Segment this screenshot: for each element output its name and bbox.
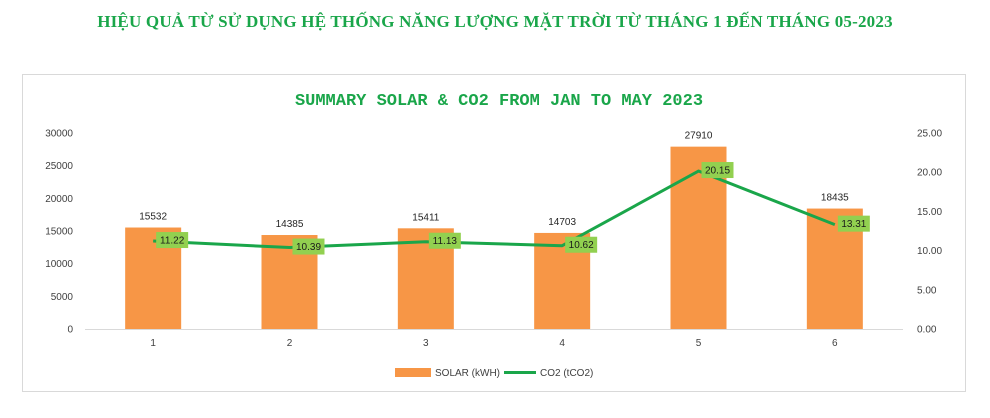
x-tick-label: 2 [287,338,293,349]
solar-bar-label: 14385 [276,219,304,230]
legend-solar-label: SOLAR (kWH) [435,368,500,379]
co2-point-label: 10.62 [569,240,594,251]
co2-label-box [428,232,461,249]
co2-label-box [156,232,189,249]
legend-solar-swatch [395,368,431,377]
x-tick-label: 3 [423,338,429,349]
x-tick-label: 5 [696,338,702,349]
co2-point-label: 20.15 [705,166,730,177]
solar-bar-label: 15411 [412,212,440,223]
co2-point-label: 13.31 [841,219,866,230]
combo-chart: SUMMARY SOLAR & CO2 FROM JAN TO MAY 2023… [45,92,942,379]
y-right-tick-label: 10.00 [917,246,942,257]
x-tick-label: 6 [832,338,838,349]
legend-co2-label: CO2 (tCO2) [540,368,593,379]
co2-label-box [701,162,734,179]
y-right-tick-label: 25.00 [917,129,942,140]
y-left-tick-label: 5000 [51,292,74,303]
y-left-tick-label: 10000 [45,259,73,270]
y-right-tick-label: 5.00 [917,285,937,296]
solar-bar-label: 27910 [685,131,713,142]
y-left-tick-label: 0 [67,325,73,336]
x-tick-label: 1 [150,338,156,349]
co2-point-label: 10.39 [296,242,321,253]
y-left-tick-label: 20000 [45,194,73,205]
co2-label-box [837,215,870,232]
y-right-tick-label: 15.00 [917,207,942,218]
co2-label-box [565,236,598,253]
solar-bar-label: 18435 [821,193,849,204]
chart-title: SUMMARY SOLAR & CO2 FROM JAN TO MAY 2023 [295,92,703,111]
y-left-tick-label: 30000 [45,129,73,140]
co2-point-label: 11.13 [433,236,458,247]
co2-point-label: 11.22 [160,236,185,247]
solar-bar-label: 15532 [139,212,167,223]
chart-frame: SUMMARY SOLAR & CO2 FROM JAN TO MAY 2023… [22,74,966,392]
y-right-tick-label: 20.00 [917,168,942,179]
co2-label-box [292,238,325,255]
y-left-tick-label: 25000 [45,161,73,172]
page-title: HIỆU QUẢ TỪ SỬ DỤNG HỆ THỐNG NĂNG LƯỢNG … [97,12,893,31]
y-left-tick-label: 15000 [45,227,73,238]
x-tick-label: 4 [559,338,565,349]
y-right-tick-label: 0.00 [917,325,937,336]
solar-bar-label: 14703 [548,217,576,228]
co2-line [153,169,836,250]
